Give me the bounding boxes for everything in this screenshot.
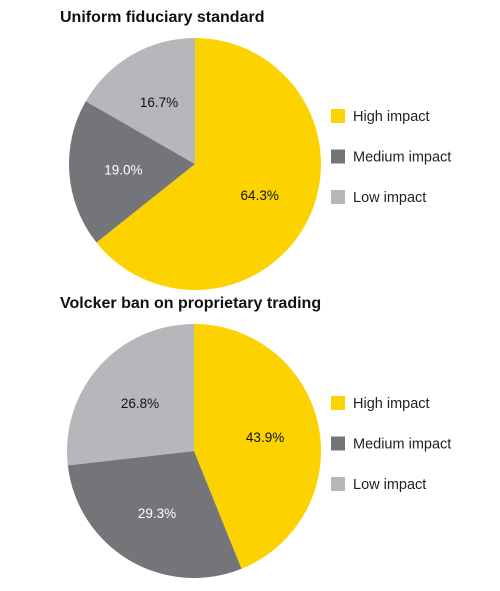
legend-label-medium-impact: Medium impact xyxy=(353,437,451,453)
slice-label-low-impact: 26.8% xyxy=(121,396,159,411)
legend: High impact Medium impact Low impact xyxy=(331,396,451,493)
legend-swatch-high-impact xyxy=(331,396,345,410)
pie-slice-labels: 43.9% 29.3% 26.8% xyxy=(121,396,284,521)
pie-slice-high-impact xyxy=(194,324,322,569)
legend: High impact Medium impact Low impact xyxy=(331,109,451,206)
legend-swatch-medium-impact xyxy=(331,436,345,451)
legend-label-high-impact: High impact xyxy=(353,396,430,412)
legend-swatch-high-impact xyxy=(331,109,345,123)
legend-label-low-impact: Low impact xyxy=(353,477,426,493)
pie-slice-medium-impact xyxy=(67,451,242,578)
legend-label-high-impact: High impact xyxy=(353,109,430,125)
chart-title: Uniform fiduciary standard xyxy=(60,9,264,26)
pie-slice-low-impact xyxy=(85,38,195,164)
pie-slices xyxy=(69,38,321,290)
slice-label-high-impact: 43.9% xyxy=(246,430,284,445)
pie-slice-high-impact xyxy=(96,38,321,290)
legend-label-low-impact: Low impact xyxy=(353,190,426,206)
legend-swatch-low-impact xyxy=(331,477,345,491)
pie-slice-labels: 64.3% 19.0% 16.7% xyxy=(104,95,279,203)
slice-label-medium-impact: 29.3% xyxy=(138,506,176,521)
chart-volcker-ban: Volcker ban on proprietary trading 43.9%… xyxy=(60,295,451,578)
pie-slice-medium-impact xyxy=(69,101,195,243)
pie-slices xyxy=(67,324,322,578)
legend-label-medium-impact: Medium impact xyxy=(353,150,451,166)
legend-swatch-low-impact xyxy=(331,190,345,204)
slice-label-high-impact: 64.3% xyxy=(241,188,279,203)
slice-label-medium-impact: 19.0% xyxy=(104,162,142,177)
slice-label-low-impact: 16.7% xyxy=(140,95,178,110)
chart-uniform-fiduciary: Uniform fiduciary standard 64.3% 19.0% 16.… xyxy=(60,9,451,290)
legend-swatch-medium-impact xyxy=(331,149,345,164)
pie-slice-low-impact xyxy=(67,324,194,466)
chart-title: Volcker ban on proprietary trading xyxy=(60,295,321,312)
